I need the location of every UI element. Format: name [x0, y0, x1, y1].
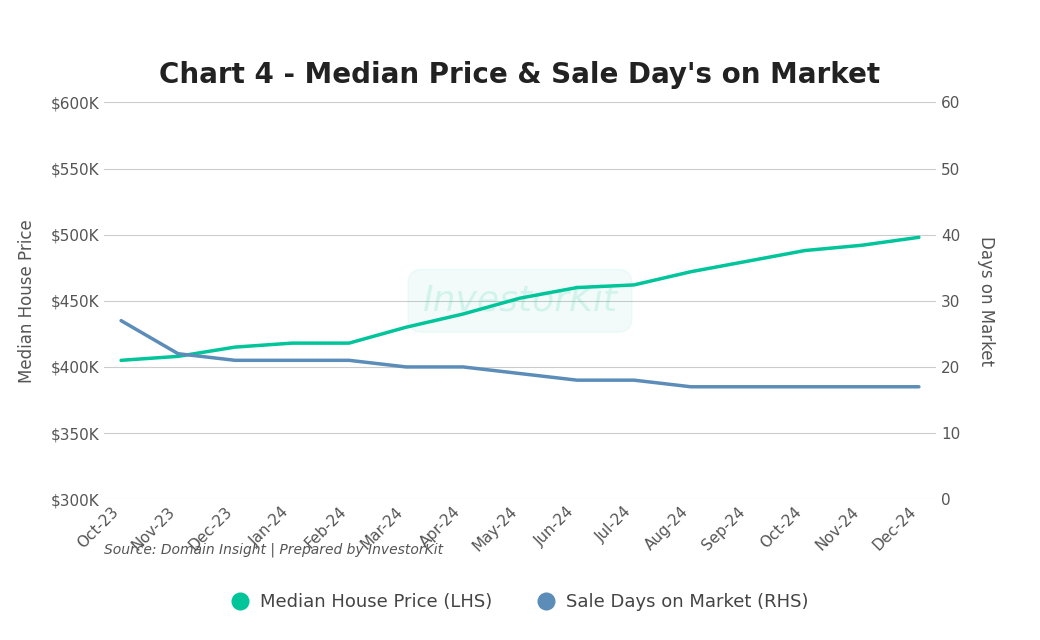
Title: Chart 4 - Median Price & Sale Day's on Market: Chart 4 - Median Price & Sale Day's on M…	[159, 61, 881, 89]
Y-axis label: Days on Market: Days on Market	[977, 236, 995, 366]
Text: Source: Domain Insight | Prepared by InvestorKit: Source: Domain Insight | Prepared by Inv…	[104, 543, 443, 557]
Legend: Median House Price (LHS), Sale Days on Market (RHS): Median House Price (LHS), Sale Days on M…	[224, 586, 816, 618]
Text: InvestorKit: InvestorKit	[422, 284, 618, 318]
Y-axis label: Median House Price: Median House Price	[19, 219, 36, 383]
